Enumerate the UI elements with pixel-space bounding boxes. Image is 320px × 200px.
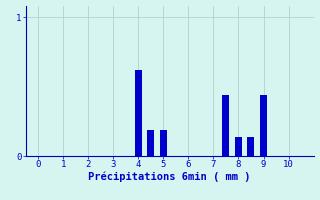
Bar bbox=[135, 70, 142, 156]
Bar bbox=[147, 130, 154, 156]
X-axis label: Précipitations 6min ( mm ): Précipitations 6min ( mm ) bbox=[88, 172, 251, 182]
Bar bbox=[260, 95, 267, 156]
Bar bbox=[222, 95, 229, 156]
Bar bbox=[247, 137, 254, 156]
Bar bbox=[160, 130, 167, 156]
Bar bbox=[235, 137, 242, 156]
